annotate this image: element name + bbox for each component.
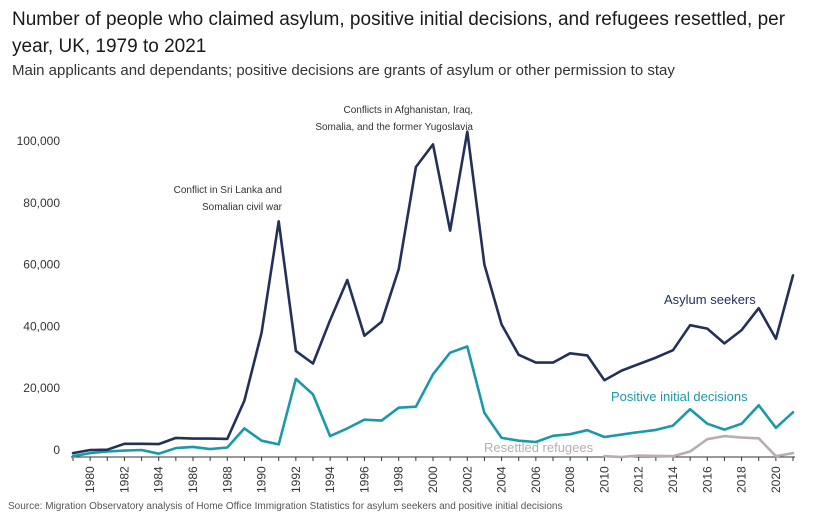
series-line-positive-initial-decisions: [71, 345, 795, 458]
x-tick-label: 1982: [117, 466, 131, 493]
x-tick-label: 1998: [392, 466, 406, 493]
x-tick-label: 1990: [255, 466, 269, 493]
series-label-resettled-refugees: Resettled refugees: [484, 440, 594, 455]
y-tick-label: 100,000: [17, 134, 61, 148]
x-tick-label: 2000: [426, 466, 440, 493]
x-tick-label: 1984: [152, 466, 166, 493]
x-tick-label: 1986: [186, 466, 200, 493]
y-tick-label: 40,000: [23, 319, 60, 333]
chart-title: Number of people who claimed asylum, pos…: [12, 9, 786, 57]
x-tick-label: 2018: [735, 466, 749, 493]
annotation-text: Conflict in Sri Lanka and: [174, 185, 282, 196]
y-tick-label: 20,000: [23, 381, 60, 395]
y-tick-label: 80,000: [23, 196, 60, 210]
x-tick-label: 2012: [632, 466, 646, 493]
series-line-resettled-refugees: [603, 434, 795, 459]
annotation-text: Somalia, and the former Yugoslavia: [315, 122, 473, 133]
x-tick-label: 1992: [289, 466, 303, 493]
annotation-text: Somalian civil war: [202, 202, 283, 213]
x-tick-label: 1994: [323, 466, 337, 493]
source-note: Source: Migration Observatory analysis o…: [8, 501, 563, 512]
annotation-text: Conflicts in Afghanistan, Iraq,: [343, 105, 473, 116]
series-label-asylum-seekers: Asylum seekers: [664, 292, 756, 307]
series-label-positive-initial-decisions: Positive initial decisions: [611, 389, 748, 404]
y-axis: 0 20,000 40,000 60,000 80,000 100,000: [17, 134, 61, 457]
x-tick-label: 2014: [666, 466, 680, 493]
series-lines: [71, 130, 795, 459]
series-labels: Asylum seekers Positive initial decisions…: [484, 292, 756, 455]
y-tick-label: 60,000: [23, 258, 60, 272]
x-tick-label: 2006: [529, 466, 543, 493]
x-tick-label: 2008: [563, 466, 577, 493]
x-tick-label: 2004: [495, 466, 509, 493]
x-tick-label: 2016: [700, 466, 714, 493]
x-axis: 1980 1982 1984 1986 1988 1990 1992 1994 1996 1998…: [71, 456, 795, 493]
annotations: Conflict in Sri Lanka and Somalian civil …: [174, 105, 474, 213]
series-line-asylum-seekers: [71, 130, 795, 455]
x-tick-label: 1980: [83, 466, 97, 493]
x-tick-label: 2002: [460, 466, 474, 493]
chart-subtitle: Main applicants and dependants; positive…: [12, 62, 675, 79]
x-tick-label: 2020: [769, 466, 783, 493]
y-tick-label: 0: [53, 443, 60, 457]
x-tick-label: 1988: [220, 466, 234, 493]
x-tick-label: 2010: [597, 466, 611, 493]
x-tick-label: 1996: [357, 466, 371, 493]
